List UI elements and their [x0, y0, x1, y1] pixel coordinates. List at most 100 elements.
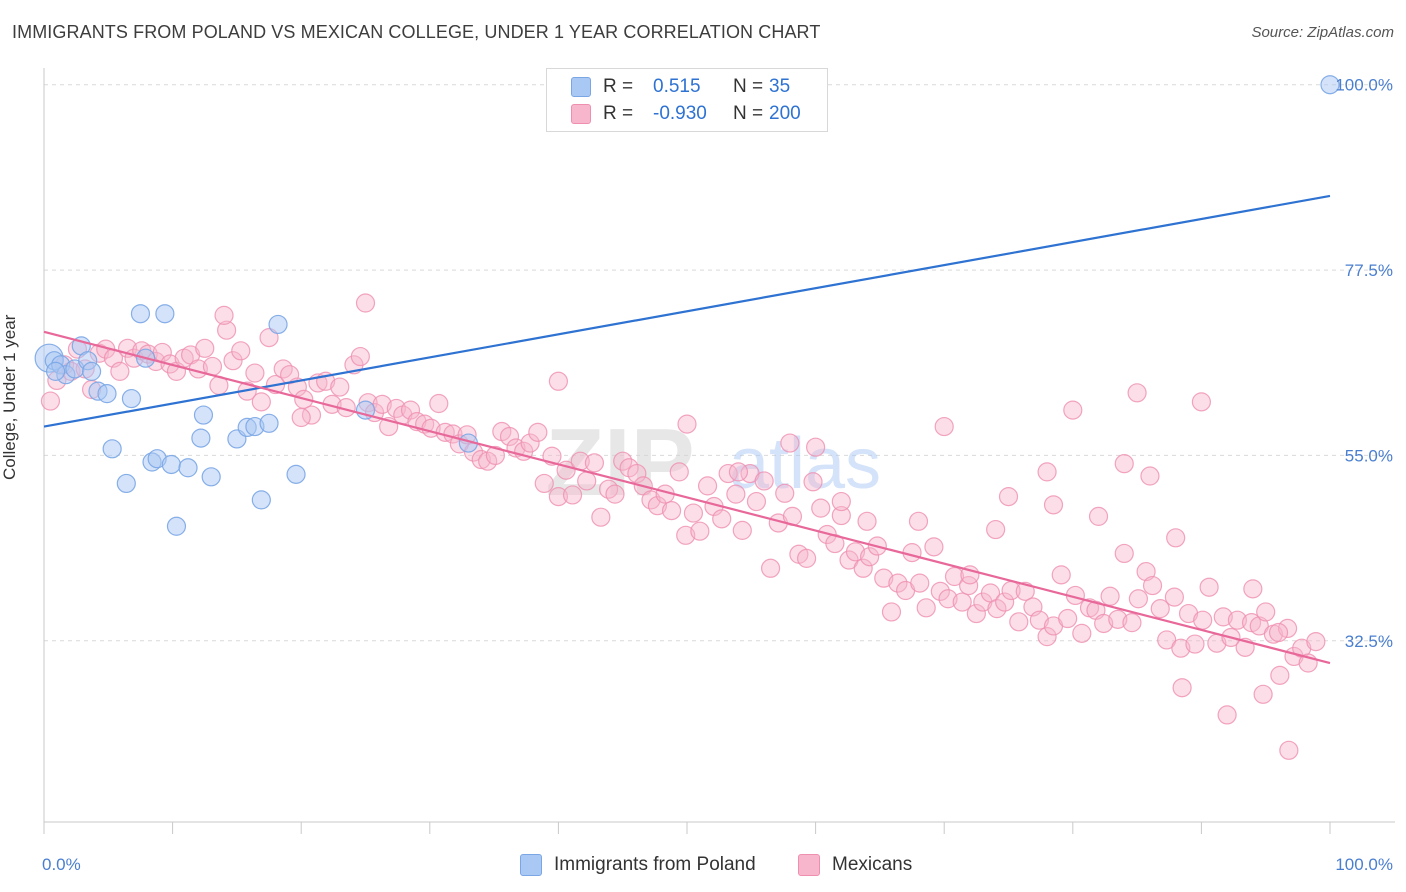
mexicans-point: [888, 573, 908, 593]
mexicans-point: [1277, 618, 1298, 639]
legend-n-value: 35: [769, 76, 791, 97]
mexicans-point: [881, 602, 902, 622]
tick-labels: 32.5% 55.0% 77.5% 100.0% 0.0% 100.0%: [42, 76, 1393, 874]
poland-point: [161, 454, 181, 475]
mexicans-point: [350, 346, 370, 367]
mexicans-point: [952, 592, 972, 612]
mexicans-point: [110, 361, 130, 381]
mexicans-point: [1043, 495, 1064, 515]
mexicans-point: [938, 589, 958, 609]
mexicans-point: [1268, 622, 1289, 643]
bottom-legend-label: Immigrants from Poland: [554, 854, 756, 875]
mexicans-point: [259, 328, 279, 348]
legend-row-poland: R = 0.515 N = 35: [571, 74, 819, 100]
mexicans-point: [1166, 528, 1186, 548]
mexicans-point: [1243, 579, 1263, 599]
mexicans-point: [528, 422, 548, 442]
bottom-legend-mexicans: Mexicans: [798, 852, 912, 878]
poland-point: [45, 361, 66, 381]
mexicans-point: [598, 479, 619, 499]
trend-lines: [43, 194, 1331, 665]
mexicans-point: [291, 407, 311, 428]
mexicans-point: [355, 293, 376, 313]
mexicans-point: [1191, 392, 1212, 412]
mexicans-swatch: [798, 854, 820, 876]
poland-point: [130, 304, 151, 324]
mexicans-point: [1058, 608, 1078, 629]
mexicans-point: [577, 471, 597, 491]
mexicans-point: [1088, 506, 1109, 526]
mexicans-point: [619, 458, 639, 478]
mexicans-point: [223, 351, 243, 371]
mexicans-point: [520, 433, 540, 453]
mexicans-point: [934, 416, 954, 437]
poland-point: [116, 473, 136, 494]
mexicans-point: [471, 449, 491, 470]
mexicans-point: [916, 598, 936, 618]
legend-row-mexicans: R = -0.930 N = 200: [571, 101, 819, 127]
poland-point: [1320, 75, 1340, 95]
mexicans-point: [1253, 684, 1273, 704]
mexicans-point: [1157, 630, 1177, 650]
mexicans-point: [372, 394, 392, 414]
poland-point: [155, 304, 175, 324]
mexicans-point: [591, 507, 611, 527]
mexicans-point: [690, 521, 710, 541]
mexicans-point: [910, 573, 930, 593]
legend-n-label: N =: [733, 103, 764, 124]
mexicans-point: [1015, 581, 1035, 601]
mexicans-point: [40, 391, 61, 411]
mexicans-point: [251, 392, 271, 412]
mexicans-point: [944, 566, 965, 587]
mexicans-point: [1051, 565, 1071, 585]
mexicans-point: [195, 338, 215, 358]
mexicans-point: [726, 484, 746, 504]
mexicans-point: [1164, 587, 1184, 607]
mexicans-point: [1037, 462, 1057, 482]
mexicans-point: [478, 451, 498, 471]
mexicans-point: [245, 363, 265, 383]
poland-point: [191, 428, 211, 448]
x-tick-label: 100.0%: [1335, 855, 1393, 874]
legend-r-value: -0.930: [653, 103, 707, 124]
y-tick-label: 100.0%: [1335, 76, 1393, 95]
mexicans-point: [712, 509, 732, 529]
poland-point: [259, 413, 279, 433]
y-tick-label: 32.5%: [1345, 632, 1393, 651]
mexicans-point: [584, 453, 605, 473]
mexicans-point: [732, 520, 752, 540]
mexicans-point: [803, 472, 823, 492]
bottom-legend-label: Mexicans: [832, 854, 913, 875]
mexicans-point: [605, 484, 625, 504]
mexicans-point: [1249, 616, 1269, 636]
bottom-legend-poland: Immigrants from Poland: [520, 852, 756, 878]
mexicans-point: [1100, 586, 1120, 606]
poland-point: [166, 516, 187, 536]
mexicans-point: [1213, 607, 1233, 627]
mexicans-point: [1171, 638, 1191, 658]
mexicans-point: [661, 501, 682, 521]
mexicans-point: [1172, 678, 1192, 698]
mexicans-point: [231, 341, 251, 361]
mexicans-point: [1140, 466, 1160, 486]
mexicans-point: [986, 519, 1006, 540]
poland-swatch: [520, 854, 542, 876]
legend-n-label: N =: [733, 76, 764, 97]
mexicans-point: [1122, 613, 1142, 633]
mexicans-points: [40, 293, 1326, 760]
mexicans-point: [908, 511, 929, 531]
mexicans-point: [924, 537, 944, 557]
mexicans-point: [214, 305, 234, 325]
mexicans-point: [998, 487, 1019, 507]
poland-point: [286, 464, 306, 484]
mexicans-point: [857, 511, 877, 531]
mexicans-point: [1227, 610, 1248, 630]
grid-lines: [44, 84, 1395, 642]
mexicans-point: [1217, 705, 1237, 725]
mexicans-point: [1193, 610, 1213, 630]
mexicans-point: [966, 603, 986, 624]
poland-swatch: [571, 77, 591, 97]
mexicans-point: [677, 414, 697, 434]
mexicans-point: [1150, 599, 1170, 619]
mexicans-point: [1094, 613, 1114, 634]
